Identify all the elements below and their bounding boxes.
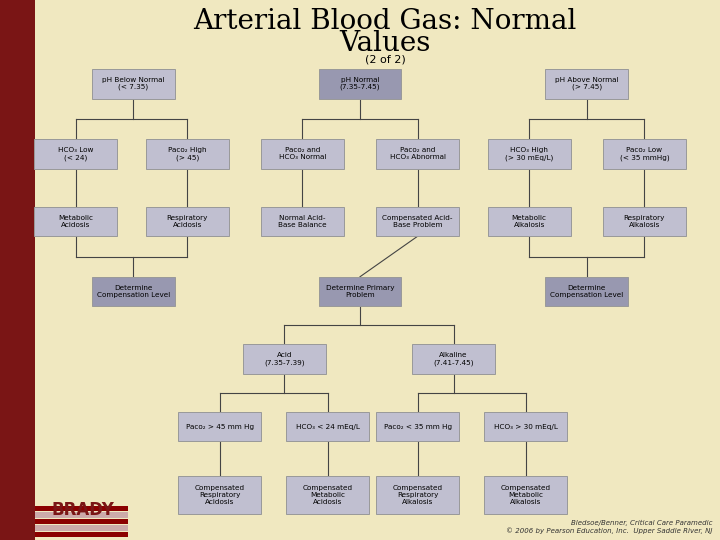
FancyBboxPatch shape: [92, 276, 174, 306]
FancyBboxPatch shape: [319, 69, 402, 98]
FancyBboxPatch shape: [92, 69, 174, 98]
Text: Determine
Compensation Level: Determine Compensation Level: [550, 285, 624, 298]
Text: HCO₃ > 30 mEq/L: HCO₃ > 30 mEq/L: [494, 423, 557, 430]
FancyBboxPatch shape: [546, 69, 628, 98]
Bar: [35, 506, 128, 511]
Text: BRADY: BRADY: [52, 502, 114, 519]
Text: Bledsoe/Benner, Critical Care Paramedic
© 2006 by Pearson Education, Inc.  Upper: Bledsoe/Benner, Critical Care Paramedic …: [506, 519, 713, 534]
Text: pH Normal
(7.35-7.45): pH Normal (7.35-7.45): [340, 77, 380, 90]
FancyBboxPatch shape: [179, 476, 261, 514]
FancyBboxPatch shape: [243, 345, 325, 374]
Bar: [35, 519, 128, 524]
FancyBboxPatch shape: [145, 139, 229, 168]
Text: pH Below Normal
(< 7.35): pH Below Normal (< 7.35): [102, 77, 164, 90]
Text: Metabolic
Alkalosis: Metabolic Alkalosis: [512, 215, 546, 228]
FancyBboxPatch shape: [287, 411, 369, 442]
Bar: [35, 512, 128, 518]
Text: Paco₂ and
HCO₃ Normal: Paco₂ and HCO₃ Normal: [279, 147, 326, 160]
Text: HCO₃ < 24 mEq/L: HCO₃ < 24 mEq/L: [296, 423, 359, 430]
FancyBboxPatch shape: [287, 476, 369, 514]
Text: Compensated
Respiratory
Acidosis: Compensated Respiratory Acidosis: [194, 485, 245, 505]
Text: Compensated Acid-
Base Problem: Compensated Acid- Base Problem: [382, 215, 453, 228]
FancyBboxPatch shape: [484, 411, 567, 442]
Text: Arterial Blood Gas: Normal: Arterial Blood Gas: Normal: [194, 8, 577, 35]
Bar: [0, 0, 35, 540]
Text: Paco₂ High
(> 45): Paco₂ High (> 45): [168, 147, 207, 161]
FancyBboxPatch shape: [34, 206, 117, 237]
Text: (2 of 2): (2 of 2): [365, 54, 405, 64]
FancyBboxPatch shape: [412, 345, 495, 374]
Text: Metabolic
Acidosis: Metabolic Acidosis: [58, 215, 93, 228]
FancyBboxPatch shape: [376, 206, 459, 237]
FancyBboxPatch shape: [34, 139, 117, 168]
Text: Compensated
Metabolic
Acidosis: Compensated Metabolic Acidosis: [302, 485, 353, 505]
Text: Normal Acid-
Base Balance: Normal Acid- Base Balance: [278, 215, 327, 228]
FancyBboxPatch shape: [145, 206, 229, 237]
Text: Paco₂ and
HCO₃ Abnormal: Paco₂ and HCO₃ Abnormal: [390, 147, 446, 160]
Text: Respiratory
Acidosis: Respiratory Acidosis: [166, 215, 208, 228]
Text: Compensated
Respiratory
Alkalosis: Compensated Respiratory Alkalosis: [392, 485, 443, 505]
FancyBboxPatch shape: [261, 139, 344, 168]
Bar: [35, 532, 128, 537]
FancyBboxPatch shape: [546, 276, 628, 306]
FancyBboxPatch shape: [319, 276, 402, 306]
Text: Determine Primary
Problem: Determine Primary Problem: [325, 285, 395, 298]
Text: Paco₂ > 45 mm Hg: Paco₂ > 45 mm Hg: [186, 423, 253, 430]
FancyBboxPatch shape: [179, 411, 261, 442]
FancyBboxPatch shape: [484, 476, 567, 514]
Text: Paco₂ Low
(< 35 mmHg): Paco₂ Low (< 35 mmHg): [620, 147, 669, 161]
Text: Respiratory
Alkalosis: Respiratory Alkalosis: [624, 215, 665, 228]
Text: Paco₂ < 35 mm Hg: Paco₂ < 35 mm Hg: [384, 423, 451, 430]
Text: Compensated
Metabolic
Alkalosis: Compensated Metabolic Alkalosis: [500, 485, 551, 505]
Text: Values: Values: [340, 30, 431, 57]
FancyBboxPatch shape: [376, 411, 459, 442]
FancyBboxPatch shape: [603, 139, 685, 168]
FancyBboxPatch shape: [376, 139, 459, 168]
Text: pH Above Normal
(> 7.45): pH Above Normal (> 7.45): [555, 77, 618, 90]
Bar: [35, 525, 128, 531]
FancyBboxPatch shape: [488, 139, 571, 168]
Text: HCO₃ Low
(< 24): HCO₃ Low (< 24): [58, 147, 94, 161]
Text: Acid
(7.35-7.39): Acid (7.35-7.39): [264, 352, 305, 366]
Text: Determine
Compensation Level: Determine Compensation Level: [96, 285, 170, 298]
FancyBboxPatch shape: [261, 206, 344, 237]
FancyBboxPatch shape: [603, 206, 685, 237]
Text: Alkaline
(7.41-7.45): Alkaline (7.41-7.45): [433, 352, 474, 366]
FancyBboxPatch shape: [488, 206, 571, 237]
Text: HCO₃ High
(> 30 mEq/L): HCO₃ High (> 30 mEq/L): [505, 147, 554, 161]
FancyBboxPatch shape: [376, 476, 459, 514]
